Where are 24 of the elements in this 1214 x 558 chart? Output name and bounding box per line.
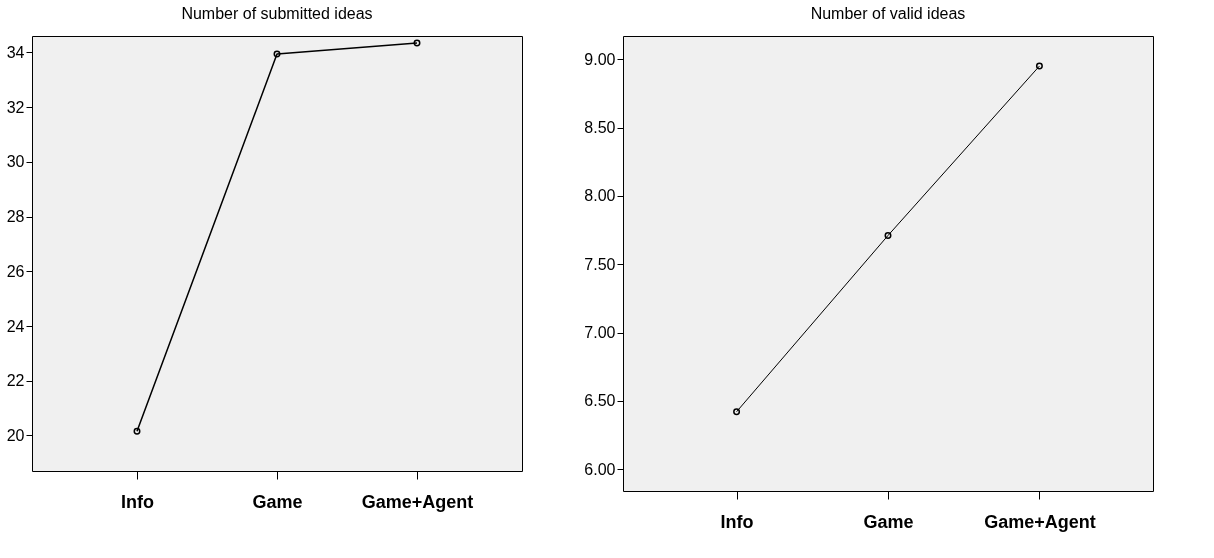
point bbox=[884, 232, 892, 239]
y-tick-label: 8.50 bbox=[584, 119, 616, 137]
y-tick-label: 32 bbox=[6, 98, 25, 116]
y-tick-label: 9.00 bbox=[584, 50, 616, 68]
y-tick-label: 30 bbox=[6, 153, 25, 171]
x-tick-label: Game+Agent bbox=[984, 511, 1096, 532]
y-tick-label: 24 bbox=[6, 317, 25, 335]
chart-title: Number of submitted ideas bbox=[181, 5, 373, 22]
y-tick-label: 26 bbox=[6, 262, 25, 280]
y-tick-label: 34 bbox=[6, 43, 25, 61]
y-tick-label: 7.00 bbox=[584, 324, 616, 341]
y-tick-label: 6.00 bbox=[584, 460, 616, 478]
chart-title: Number of valid ideas bbox=[810, 5, 966, 22]
x-tick-label: Game+Agent bbox=[361, 491, 474, 512]
y-tick-label: 6.50 bbox=[584, 392, 616, 410]
y-tick-label: 20 bbox=[6, 426, 25, 444]
y-tick-label: 22 bbox=[6, 372, 25, 390]
x-tick-label: Game bbox=[863, 511, 914, 532]
y-tick-label: 8.00 bbox=[584, 187, 616, 205]
y-tick-label: 28 bbox=[6, 208, 25, 226]
x-tick-label: Info bbox=[121, 491, 154, 512]
y-tick-label: 7.50 bbox=[584, 255, 616, 273]
x-tick-label: Info bbox=[720, 511, 754, 532]
x-tick-label: Game bbox=[252, 491, 303, 512]
